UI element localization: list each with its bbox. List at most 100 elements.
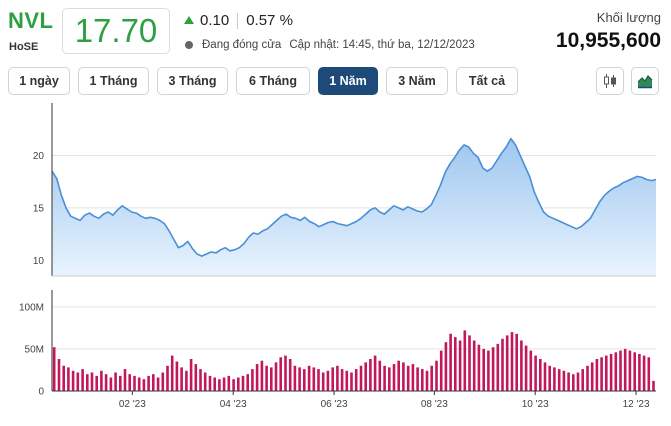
volume-bar [397, 360, 400, 391]
volume-bar [255, 364, 259, 391]
volume-bar [449, 333, 452, 391]
volume-bar [487, 350, 490, 391]
volume-bar [472, 340, 476, 391]
volume-bar [524, 345, 528, 391]
volume-bar [425, 370, 429, 391]
volume-value: 10,955,600 [555, 29, 661, 52]
update-time: Cập nhật: 14:45, thứ ba, 12/12/2023 [289, 39, 475, 51]
volume-bar [218, 379, 221, 391]
volume-bar [444, 342, 448, 391]
volume-bar [156, 377, 160, 391]
volume-bar [369, 359, 372, 391]
tab-1-year[interactable]: 1 Năm [318, 67, 378, 95]
volume-bar [137, 377, 141, 391]
volume-bar [237, 377, 240, 391]
volume-bar [189, 359, 193, 391]
tab-6-months[interactable]: 6 Tháng [236, 67, 310, 95]
volume-bar [133, 375, 136, 391]
volume-bar [293, 365, 297, 392]
volume-bar [614, 352, 618, 391]
volume-bar [652, 380, 655, 391]
ticker-symbol: NVL [8, 8, 54, 33]
volume-bar [491, 347, 495, 391]
area-chart-button[interactable] [631, 67, 659, 95]
volume-bar [482, 348, 485, 391]
volume-tick-label: 50M [25, 344, 44, 355]
volume-bar [647, 357, 651, 391]
volume-bar [185, 370, 188, 391]
volume-bar [539, 359, 542, 391]
volume-bar [76, 372, 80, 391]
volume-bar [454, 337, 457, 391]
volume-bar [638, 354, 641, 391]
volume-bar [477, 344, 481, 391]
volume-bar [279, 357, 282, 391]
volume-bar [421, 369, 424, 391]
volume-bar [104, 374, 108, 391]
volume-bar [166, 365, 169, 392]
volume-bar [288, 359, 292, 391]
arrow-up-icon [184, 15, 194, 24]
volume-bar [95, 375, 98, 391]
volume-bar [175, 361, 179, 391]
volume-bar [345, 370, 349, 391]
tab-1-month[interactable]: 1 Tháng [78, 67, 149, 95]
volume-bar [336, 365, 339, 392]
volume-bar [298, 367, 301, 391]
volume-bar [496, 343, 500, 391]
volume-bar [392, 364, 396, 391]
volume-bar [326, 370, 330, 391]
volume-bar [57, 359, 61, 391]
volume-bar [350, 372, 353, 391]
volume-bar [458, 340, 462, 391]
volume-bar [416, 367, 419, 391]
volume-bar [520, 340, 523, 391]
volume-bar [246, 374, 249, 391]
volume-bar [317, 369, 320, 391]
x-tick-label: 06 '23 [321, 399, 348, 410]
period-tabs: 1 ngày 1 Tháng 3 Tháng 6 Tháng 1 Năm 3 N… [8, 67, 526, 95]
tab-3-years[interactable]: 3 Năm [386, 67, 448, 95]
volume-bar [100, 370, 103, 391]
volume-bar [576, 372, 580, 391]
tab-3-months[interactable]: 3 Tháng [157, 67, 228, 95]
volume-bar [274, 362, 278, 391]
status-text: Đang đóng cửa [202, 39, 282, 51]
volume-bar [123, 369, 127, 391]
tab-all[interactable]: Tất cả [456, 67, 518, 95]
volume-bar [170, 355, 174, 391]
volume-bar [194, 364, 198, 391]
volume-bar [203, 372, 207, 391]
volume-bar [265, 365, 268, 392]
volume-bar [354, 369, 358, 391]
volume-bar [534, 355, 537, 391]
volume-label: Khối lượng [596, 10, 661, 25]
volume-bar [515, 333, 518, 391]
x-tick-label: 04 '23 [220, 399, 247, 410]
volume-bar [553, 367, 556, 391]
volume-bar [67, 367, 70, 391]
volume-bar [463, 330, 467, 391]
volume-bar [402, 362, 405, 391]
volume-bar [501, 338, 504, 391]
volume-bar [52, 347, 56, 391]
volume-bar [90, 372, 94, 391]
volume-bar [388, 367, 391, 391]
volume-bar [359, 365, 363, 392]
volume-bar [71, 370, 75, 391]
volume-bar [270, 367, 273, 391]
volume-bar [600, 357, 603, 391]
volume-bar [307, 365, 311, 392]
volume-bar [241, 375, 245, 391]
volume-bar [557, 369, 561, 391]
change-value: 0.10 [200, 12, 230, 29]
tab-1-day[interactable]: 1 ngày [8, 67, 70, 95]
volume-tick-label: 0 [38, 387, 44, 398]
candlestick-button[interactable] [596, 67, 624, 95]
volume-bar [406, 365, 410, 392]
volume-bar [62, 365, 65, 392]
price-area [52, 138, 656, 276]
volume-bar [251, 369, 254, 391]
volume-bar [590, 362, 594, 391]
